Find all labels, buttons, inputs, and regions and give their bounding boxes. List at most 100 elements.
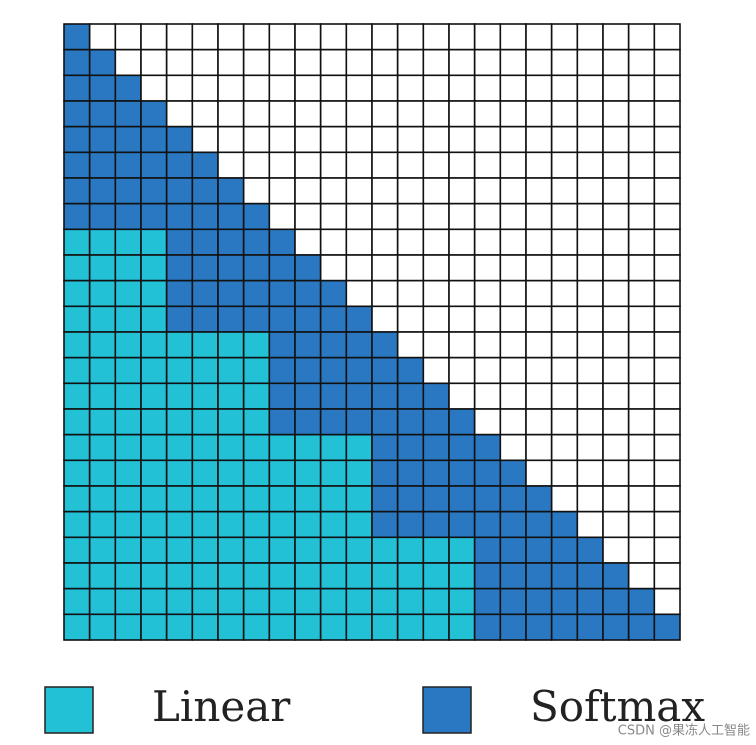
softmax-cell [345, 331, 373, 359]
softmax-cell [319, 382, 348, 410]
softmax-cell [576, 613, 604, 641]
masked-cell [422, 48, 450, 77]
softmax-cell [499, 459, 527, 487]
linear-cell [140, 562, 168, 590]
softmax-cell [165, 305, 194, 333]
softmax-cell [294, 279, 322, 308]
linear-cell [63, 228, 91, 256]
softmax-cell [217, 177, 245, 205]
softmax-cell [114, 100, 142, 128]
masked-cell [499, 254, 527, 282]
masked-cell [576, 279, 604, 308]
masked-cell [602, 228, 630, 256]
softmax-swatch [422, 686, 472, 734]
softmax-cell [114, 125, 142, 154]
masked-cell [602, 408, 630, 436]
softmax-cell [294, 382, 322, 410]
masked-cell [550, 433, 579, 462]
masked-cell [448, 356, 476, 385]
masked-cell [550, 305, 579, 333]
masked-cell [473, 382, 502, 410]
linear-cell [140, 408, 168, 436]
masked-cell [242, 48, 271, 77]
masked-cell [345, 23, 373, 51]
softmax-cell [319, 305, 348, 333]
softmax-cell [422, 510, 450, 539]
masked-cell [140, 74, 168, 102]
masked-cell [576, 331, 604, 359]
softmax-cell [165, 279, 194, 308]
linear-cell [217, 510, 245, 539]
linear-cell [114, 510, 142, 539]
softmax-cell [422, 459, 450, 487]
masked-cell [627, 254, 656, 282]
softmax-cell [371, 485, 399, 513]
linear-cell [165, 536, 194, 564]
linear-cell [191, 587, 219, 616]
linear-cell [191, 562, 219, 590]
masked-cell [165, 100, 194, 128]
masked-cell [602, 485, 630, 513]
masked-cell [576, 433, 604, 462]
softmax-cell [396, 408, 425, 436]
masked-cell [525, 177, 553, 205]
masked-cell [525, 408, 553, 436]
linear-cell [345, 485, 373, 513]
linear-cell [448, 613, 476, 641]
masked-cell [550, 485, 579, 513]
masked-cell [217, 48, 245, 77]
masked-cell [627, 177, 656, 205]
linear-cell [191, 356, 219, 385]
masked-cell [550, 356, 579, 385]
softmax-cell [422, 382, 450, 410]
masked-cell [217, 100, 245, 128]
masked-cell [627, 305, 656, 333]
softmax-cell [165, 177, 194, 205]
masked-cell [422, 305, 450, 333]
softmax-cell [191, 151, 219, 179]
legend-label: Linear [152, 682, 291, 731]
masked-cell [602, 100, 630, 128]
masked-cell [268, 125, 296, 154]
softmax-cell [627, 587, 656, 616]
masked-cell [473, 125, 502, 154]
masked-cell [602, 151, 630, 179]
linear-cell [217, 587, 245, 616]
softmax-cell [525, 562, 553, 590]
masked-cell [448, 254, 476, 282]
softmax-cell [499, 613, 527, 641]
masked-cell [217, 74, 245, 102]
linear-cell [114, 613, 142, 641]
masked-cell [422, 177, 450, 205]
masked-cell [525, 100, 553, 128]
linear-cell [114, 382, 142, 410]
linear-cell [165, 459, 194, 487]
softmax-cell [268, 356, 296, 385]
masked-cell [345, 125, 373, 154]
masked-cell [653, 356, 681, 385]
linear-cell [165, 433, 194, 462]
linear-cell [242, 562, 271, 590]
softmax-cell [396, 382, 425, 410]
softmax-cell [448, 510, 476, 539]
masked-cell [345, 151, 373, 179]
masked-cell [499, 433, 527, 462]
softmax-cell [217, 202, 245, 231]
masked-cell [499, 177, 527, 205]
linear-cell [63, 536, 91, 564]
softmax-cell [140, 151, 168, 179]
softmax-cell [242, 228, 271, 256]
masked-cell [473, 228, 502, 256]
masked-cell [499, 228, 527, 256]
softmax-cell [63, 202, 91, 231]
softmax-cell [550, 613, 579, 641]
linear-cell [165, 562, 194, 590]
masked-cell [371, 202, 399, 231]
masked-cell [191, 100, 219, 128]
softmax-cell [422, 433, 450, 462]
masked-cell [499, 74, 527, 102]
softmax-cell [88, 125, 117, 154]
softmax-cell [217, 305, 245, 333]
softmax-cell [396, 510, 425, 539]
linear-cell [165, 485, 194, 513]
